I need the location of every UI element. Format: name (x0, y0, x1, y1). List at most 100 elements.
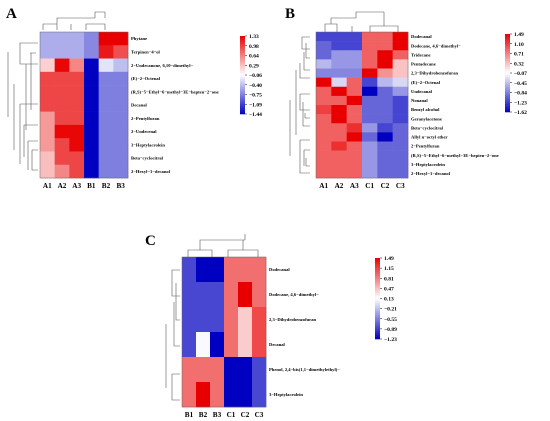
legend-swatch (505, 69, 510, 72)
row-label: 3−Heptylacrolein (411, 162, 445, 167)
legend-swatch (240, 78, 245, 82)
legend-swatch (240, 86, 245, 89)
row-dendrogram (7, 42, 38, 171)
legend-tick-label: −0.89 (384, 327, 397, 333)
heatmap-cell (69, 98, 85, 112)
legend-swatch (240, 43, 245, 47)
legend-swatch (505, 82, 510, 85)
legend-tick-label: 0.81 (384, 276, 394, 282)
row-labels: Phytane Terpinen−4−ol 2−Undecanone, 6,10−d… (131, 36, 219, 174)
heatmap-cell (331, 68, 347, 78)
legend-swatch (505, 108, 510, 111)
legend-swatch (375, 286, 380, 289)
column-labels: B1 B2 B3 C1 C2 C3 (185, 411, 264, 419)
legend-swatch (505, 106, 510, 109)
legend-swatch (505, 34, 510, 37)
heatmap-cell (377, 114, 393, 124)
heatmap-cell (331, 141, 347, 151)
legend-swatch (240, 73, 245, 76)
legend-tick-label: −0.55 (384, 317, 397, 323)
panel-label: A (6, 6, 17, 22)
heatmap-cell (98, 32, 114, 46)
row-label: Pentadecane (411, 62, 436, 67)
heatmap-cell (392, 86, 409, 97)
heatmap-cell (238, 357, 253, 383)
legend-swatch (505, 98, 510, 101)
row-label: Dodecane, 4,6−dimethyl− (411, 43, 461, 48)
legend-swatch (240, 67, 245, 70)
legend-swatch (505, 61, 510, 64)
row-label: Dodecanal (411, 34, 432, 39)
column-label: B2 (199, 411, 208, 419)
column-dendrogram (324, 11, 399, 32)
legend-swatch (505, 88, 510, 91)
legend-swatch (240, 92, 245, 95)
heatmap-cell (362, 105, 378, 115)
legend-tick-label: 1.15 (384, 266, 394, 272)
row-label: Decanal (131, 103, 148, 108)
column-label: A1 (43, 182, 52, 190)
legend-swatch (505, 102, 510, 105)
heatmap-cell (40, 98, 55, 112)
heatmap-cell (98, 85, 114, 99)
row-label: 2,3−Dihydrobenzofuran (411, 71, 459, 76)
heatmap-cell (196, 332, 211, 358)
column-labels: A1 A2 A3 B1 B2 B3 (43, 182, 125, 190)
heatmap-cell (210, 307, 225, 333)
heatmap-cell (392, 50, 409, 60)
column-label: A2 (58, 182, 67, 190)
legend-swatch (375, 268, 380, 271)
heatmap-cell (84, 164, 99, 179)
column-label: A3 (350, 182, 359, 190)
row-label: (R,S)−5−Ethyl−6−methyl−3E−hepten−2−one (411, 153, 499, 158)
row-label: Geranylacetone (411, 116, 442, 121)
heatmap-cell (346, 68, 363, 78)
legend-swatch (375, 296, 380, 299)
legend-tick-label: −0.40 (249, 83, 262, 89)
heatmap-cell (331, 105, 347, 115)
heatmap-cell (392, 159, 409, 170)
heatmap-cell (377, 123, 393, 133)
heatmap-cell (113, 124, 129, 139)
heatmap-cell (346, 77, 363, 88)
heatmap-cell (316, 132, 332, 142)
heatmap-cell (377, 132, 393, 142)
heatmap-cell (377, 159, 393, 170)
row-labels: Dodecanal Dodecane, 4,6−dimethyl− Tridecan… (411, 34, 499, 176)
heatmap-cell (113, 71, 129, 86)
heatmap-cell (377, 41, 393, 51)
legend-tick-label: −1.23 (514, 100, 527, 106)
legend-tick-label: −0.75 (249, 93, 262, 99)
heatmap-cell (40, 124, 55, 139)
legend-swatch (240, 100, 245, 103)
row-label: 2,3−Dihydrobenzofuran (269, 317, 317, 322)
legend-swatch (505, 55, 510, 58)
heatmap-cell (98, 58, 114, 73)
heatmap-cell (346, 86, 363, 97)
legend-swatch (505, 110, 510, 113)
heatmap-cell (392, 77, 409, 88)
heatmap-cell (316, 95, 332, 106)
heatmap-cell (316, 168, 332, 179)
heatmap-cell (98, 98, 114, 112)
legend-swatch (375, 282, 380, 285)
heatmap-cell (316, 77, 332, 88)
legend-swatch (505, 92, 510, 95)
heatmap-cell (252, 257, 267, 283)
panel-label: B (285, 6, 295, 22)
heatmap-border (315, 31, 409, 179)
column-dendrogram (42, 11, 106, 30)
heatmap-cell (182, 257, 197, 283)
heatmap-cell (346, 105, 363, 115)
legend-swatch (240, 80, 245, 84)
heatmap-cell (54, 45, 70, 59)
legend-swatch (375, 312, 380, 315)
legend-swatch (240, 90, 245, 93)
heatmap-cell (54, 85, 70, 99)
legend-swatch (240, 106, 245, 109)
legend-swatch (240, 63, 245, 66)
heatmap-cell (362, 86, 378, 97)
legend-swatch (375, 272, 380, 275)
heatmap-cell (69, 45, 85, 59)
legend-swatch (240, 104, 245, 107)
